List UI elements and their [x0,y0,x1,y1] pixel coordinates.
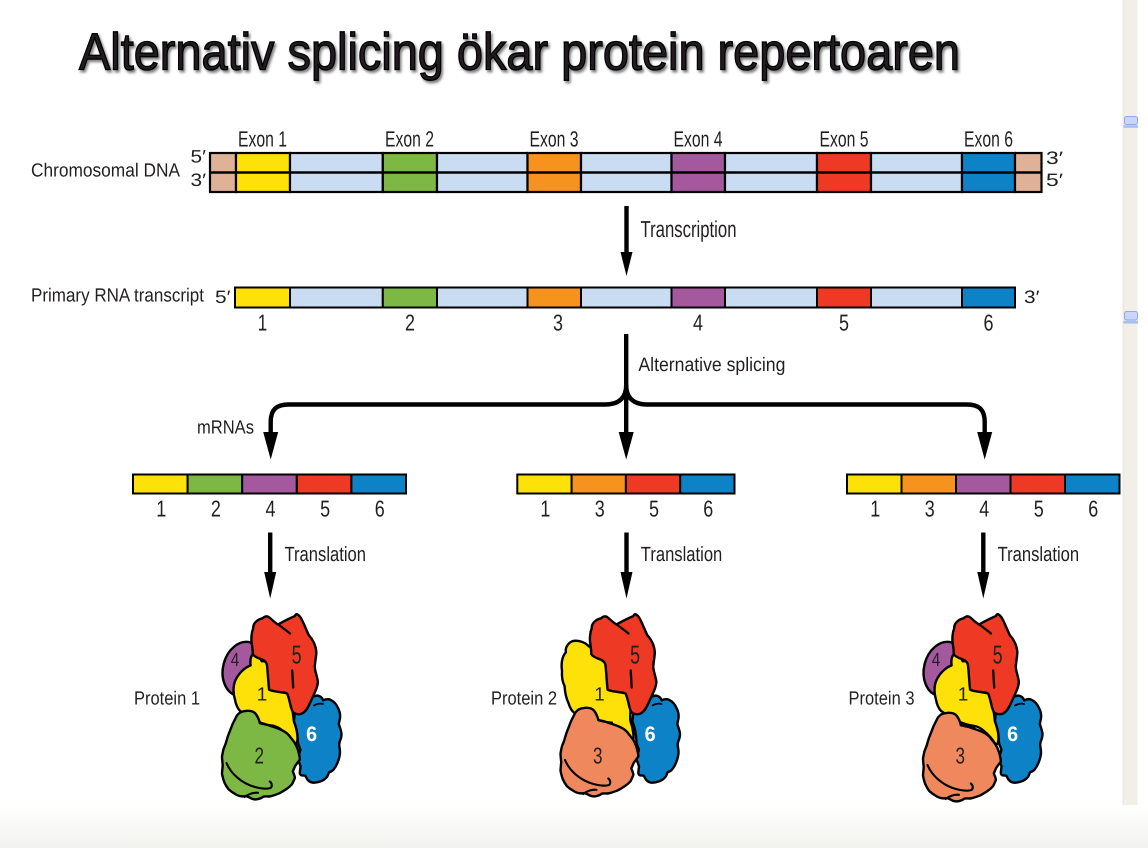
svg-text:4: 4 [693,310,703,336]
svg-text:5′: 5′ [215,287,231,307]
svg-text:Exon 6: Exon 6 [964,127,1013,152]
svg-text:Translation: Translation [285,543,367,566]
svg-text:3′: 3′ [1024,287,1040,307]
svg-text:Alternativ splicing ökar prote: Alternativ splicing ökar protein reperto… [79,24,960,82]
svg-text:Protein 1: Protein 1 [134,689,200,710]
svg-text:5′: 5′ [191,147,207,167]
svg-text:5: 5 [839,310,849,336]
svg-text:5: 5 [649,496,659,522]
svg-text:Alternative splicing: Alternative splicing [638,354,785,376]
svg-text:4: 4 [932,650,941,671]
svg-text:5: 5 [630,640,640,670]
svg-text:6: 6 [375,496,385,522]
svg-text:6: 6 [984,310,994,336]
svg-text:Exon 3: Exon 3 [530,127,579,152]
svg-text:4: 4 [266,496,276,522]
svg-text:Translation: Translation [998,543,1080,566]
svg-text:3: 3 [553,310,563,336]
svg-text:Exon 4: Exon 4 [674,127,723,152]
svg-text:3: 3 [593,743,603,769]
svg-text:1: 1 [257,685,268,706]
svg-text:6: 6 [645,723,656,746]
svg-text:1: 1 [156,496,166,522]
svg-text:3: 3 [595,496,605,522]
svg-text:Protein 3: Protein 3 [849,689,915,710]
svg-text:3′: 3′ [191,170,207,190]
svg-text:2: 2 [254,743,264,769]
svg-text:4: 4 [231,650,240,671]
svg-text:Exon 2: Exon 2 [385,127,434,152]
svg-text:6: 6 [1088,496,1098,522]
svg-text:Exon 1: Exon 1 [238,127,287,152]
svg-text:5: 5 [1034,496,1044,522]
svg-text:3: 3 [925,496,935,522]
svg-text:1: 1 [870,496,880,522]
svg-text:1: 1 [594,685,605,706]
svg-text:5: 5 [320,496,330,522]
svg-text:2: 2 [211,496,221,522]
svg-text:Transcription: Transcription [641,216,737,242]
svg-text:1: 1 [540,496,550,522]
svg-text:5: 5 [993,640,1003,670]
svg-text:mRNAs: mRNAs [197,418,254,439]
svg-text:1: 1 [958,685,969,706]
svg-text:Primary RNA transcript: Primary RNA transcript [31,286,205,307]
svg-text:5: 5 [292,640,302,670]
svg-text:6: 6 [306,723,317,746]
svg-text:Translation: Translation [641,543,723,566]
svg-text:Exon 5: Exon 5 [820,127,869,152]
svg-text:2: 2 [405,310,415,336]
svg-text:3′: 3′ [1046,148,1064,168]
svg-text:3: 3 [955,743,965,769]
svg-text:5′: 5′ [1046,170,1064,190]
svg-text:Chromosomal DNA: Chromosomal DNA [31,161,180,182]
svg-text:6: 6 [1007,723,1018,746]
svg-text:Protein 2: Protein 2 [491,689,557,710]
svg-text:1: 1 [258,310,268,336]
svg-text:6: 6 [703,496,713,522]
svg-text:4: 4 [979,496,989,522]
